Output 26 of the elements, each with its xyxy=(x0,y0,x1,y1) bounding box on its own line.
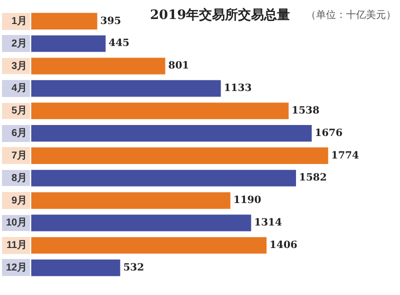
y-tick-label: 9月 xyxy=(12,195,28,206)
data-label: 532 xyxy=(123,262,144,274)
data-label: 1582 xyxy=(299,172,327,184)
y-tick-label: 6月 xyxy=(12,128,28,140)
y-tick-label: 10月 xyxy=(6,218,28,229)
y-tick-label: 3月 xyxy=(12,60,28,72)
data-label: 1676 xyxy=(314,128,343,139)
y-tick-label: 4月 xyxy=(12,83,28,94)
y-tick-label: 7月 xyxy=(12,150,28,162)
y-tick-label: 2月 xyxy=(12,38,28,50)
y-tick-label: 11月 xyxy=(6,240,28,252)
data-label: 801 xyxy=(168,60,190,72)
data-label: 1406 xyxy=(270,240,298,251)
chart-title: 2019年交易所交易总量 xyxy=(150,6,290,24)
data-label: 445 xyxy=(108,38,130,50)
data-label: 1314 xyxy=(254,218,282,229)
data-label: 1774 xyxy=(331,150,360,162)
y-tick-label: 5月 xyxy=(12,106,28,117)
data-label: 1190 xyxy=(233,195,262,206)
y-tick-label: 12月 xyxy=(6,262,28,274)
data-label: 1538 xyxy=(292,105,320,116)
data-label: 395 xyxy=(100,16,122,27)
y-tick-label: 1月 xyxy=(12,16,28,27)
text: （单位：十亿美元） xyxy=(306,8,396,22)
data-label: 1133 xyxy=(224,83,252,94)
y-tick-label: 8月 xyxy=(12,172,28,184)
